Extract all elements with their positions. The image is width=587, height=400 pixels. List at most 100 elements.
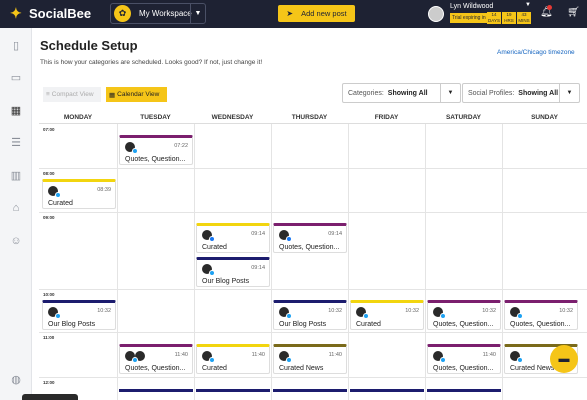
- globe-icon[interactable]: ◍: [11, 374, 21, 386]
- compact-view-button[interactable]: ≡ Compact View: [43, 87, 101, 102]
- time-label: 09:00: [43, 215, 55, 220]
- post-time: 10:32: [328, 308, 342, 314]
- avatar: [279, 307, 289, 317]
- avatar: [135, 351, 145, 361]
- day-header: FRIDAY: [374, 114, 399, 121]
- profiles-value: Showing All: [518, 89, 559, 97]
- app-name: SocialBee: [29, 5, 92, 21]
- post-card[interactable]: 11:40 Quotes, Question...: [119, 344, 193, 374]
- avatar: [433, 351, 443, 361]
- chevron-down-icon[interactable]: ▼: [525, 2, 531, 8]
- workspace-selector[interactable]: ✿ My Workspace ▼: [110, 3, 206, 24]
- chevron-down-icon[interactable]: ▼: [440, 84, 460, 102]
- post-time: 10:32: [559, 308, 573, 314]
- column-divider: [502, 124, 503, 400]
- team-icon[interactable]: ☺: [10, 235, 22, 247]
- post-time: 09:14: [328, 231, 342, 237]
- calendar-header: MONDAY TUESDAY WEDNESDAY THURSDAY FRIDAY…: [39, 112, 587, 124]
- chevron-down-icon[interactable]: ▼: [190, 4, 205, 23]
- folder-icon[interactable]: ▭: [10, 72, 22, 84]
- avatar: [125, 351, 135, 361]
- twitter-icon: [517, 357, 523, 363]
- post-time: 09:14: [251, 231, 265, 237]
- trial-badge: Trial expiring in: [450, 13, 488, 23]
- categories-filter[interactable]: Categories: Showing All ▼: [342, 83, 461, 103]
- post-card[interactable]: 08:39 Curated: [42, 179, 116, 209]
- cart-icon[interactable]: 🛒︎: [567, 7, 580, 18]
- chat-icon[interactable]: ▬: [550, 345, 578, 373]
- post-card[interactable]: 09:14 Our Blog Posts: [196, 257, 270, 287]
- avatar[interactable]: [428, 6, 444, 22]
- bee-logo-icon: ✦: [10, 5, 22, 21]
- sidebar: ▯ ▭ ▦ ☰ ▥ ⌂ ☺ ◍: [0, 28, 32, 400]
- compact-view-label: Compact View: [51, 91, 94, 98]
- twitter-icon: [440, 357, 446, 363]
- bell-icon[interactable]: 🔔︎: [540, 7, 553, 18]
- post-category: Our Blog Posts: [48, 321, 96, 328]
- list-icon[interactable]: ☰: [11, 137, 21, 149]
- day-header: THURSDAY: [291, 114, 328, 121]
- calendar-icon[interactable]: ▦: [10, 105, 22, 117]
- timezone-link[interactable]: America/Chicago timezone: [497, 49, 575, 56]
- categories-value: Showing All: [387, 89, 428, 97]
- post-card[interactable]: 10:32 Curated: [350, 300, 424, 330]
- trial-hrs: 19 HRS: [502, 12, 516, 24]
- post-category: Quotes, Question...: [510, 321, 571, 328]
- column-divider: [117, 124, 118, 400]
- day-header: MONDAY: [63, 114, 93, 121]
- bell-icon[interactable]: ⌂: [12, 202, 20, 214]
- add-new-post-button[interactable]: ➤ Add new post: [278, 5, 355, 22]
- post-card[interactable]: 10:32 Our Blog Posts: [273, 300, 347, 330]
- post-card-partial[interactable]: [427, 389, 501, 392]
- post-card[interactable]: 07:22 Quotes, Question...: [119, 135, 193, 165]
- avatar: [433, 307, 443, 317]
- social-profiles-filter[interactable]: Social Profiles: Showing All ▼: [462, 83, 580, 103]
- post-time: 11:40: [482, 352, 496, 358]
- column-divider: [348, 124, 349, 400]
- chart-icon[interactable]: ▥: [10, 170, 22, 182]
- post-card[interactable]: 10:32 Quotes, Question...: [427, 300, 501, 330]
- day-header: TUESDAY: [140, 114, 171, 121]
- column-divider: [271, 124, 272, 400]
- user-name[interactable]: Lyn Wildwood: [450, 3, 494, 10]
- post-card[interactable]: 09:14 Quotes, Question...: [273, 223, 347, 253]
- avatar: [279, 230, 289, 240]
- post-card[interactable]: 11:40 Curated: [196, 344, 270, 374]
- tooltip: [22, 394, 78, 400]
- post-time: 10:32: [405, 308, 419, 314]
- day-header: SUNDAY: [531, 114, 558, 121]
- post-card[interactable]: 10:32 Our Blog Posts: [42, 300, 116, 330]
- post-card[interactable]: 09:14 Curated: [196, 223, 270, 253]
- post-card[interactable]: 11:40 Quotes, Question...: [427, 344, 501, 374]
- time-label: 07:00: [43, 127, 55, 132]
- post-card[interactable]: 11:40 Curated News: [273, 344, 347, 374]
- post-card-partial[interactable]: [273, 389, 347, 392]
- row-divider: [39, 289, 587, 290]
- clipboard-icon[interactable]: ▯: [12, 40, 20, 52]
- post-card-partial[interactable]: [119, 389, 193, 392]
- list-icon: ≡: [46, 91, 50, 98]
- post-category: Quotes, Question...: [279, 244, 340, 251]
- twitter-icon: [286, 357, 292, 363]
- avatar: [202, 264, 212, 274]
- time-label: 12:00: [43, 380, 55, 385]
- twitter-icon: [440, 313, 446, 319]
- post-card[interactable]: 10:32 Quotes, Question...: [504, 300, 578, 330]
- post-card-partial[interactable]: [350, 389, 424, 392]
- post-card-partial[interactable]: [196, 389, 270, 392]
- time-label: 11:00: [43, 335, 55, 340]
- post-category: Curated: [356, 321, 381, 328]
- post-time: 08:39: [97, 187, 111, 193]
- calendar-view-button[interactable]: ▦ Calendar View: [106, 87, 167, 102]
- avatar: [202, 351, 212, 361]
- row-divider: [39, 212, 587, 213]
- logo[interactable]: ✦ SocialBee: [10, 5, 91, 21]
- post-category: Quotes, Question...: [433, 321, 494, 328]
- page-title: Schedule Setup: [40, 38, 138, 53]
- avatar: [510, 351, 520, 361]
- send-icon: ➤: [286, 9, 294, 18]
- facebook-icon: [209, 236, 215, 242]
- chevron-down-icon[interactable]: ▼: [559, 84, 579, 102]
- facebook-icon: [286, 236, 292, 242]
- post-category: Curated: [202, 365, 227, 372]
